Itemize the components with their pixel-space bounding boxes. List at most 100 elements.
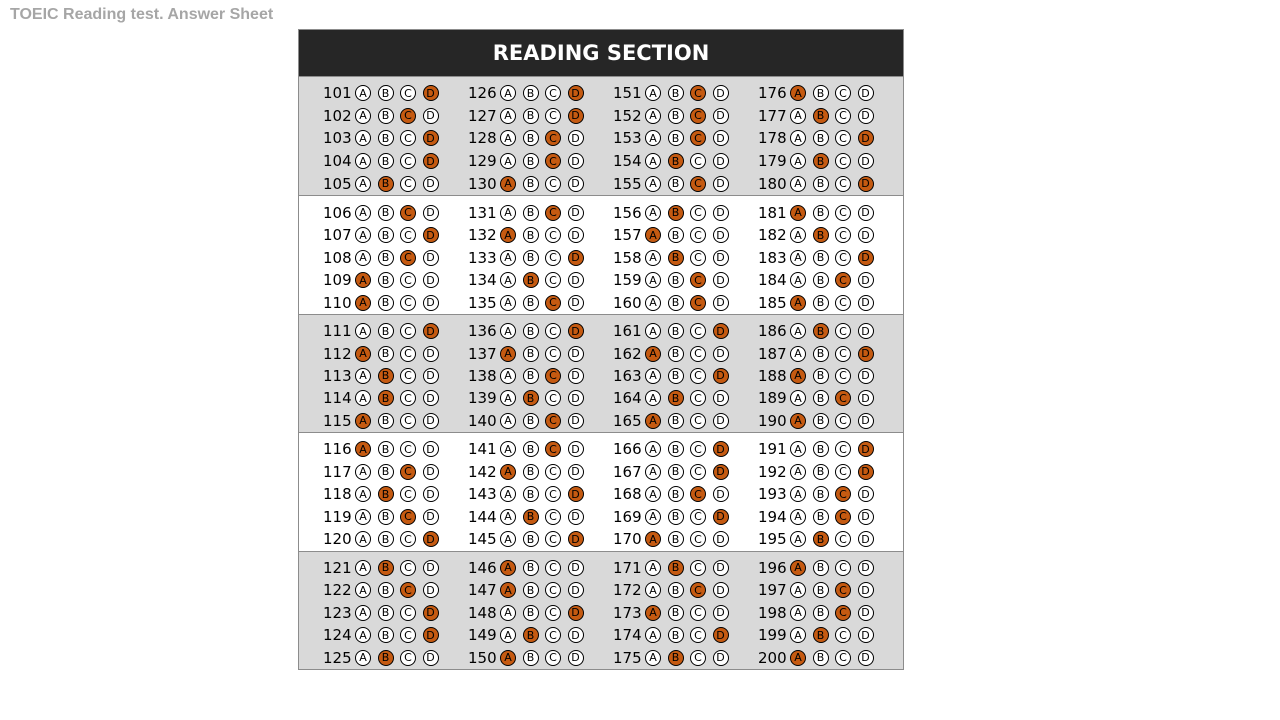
answer-bubble-b[interactable]: B — [522, 508, 539, 525]
answer-bubble-b[interactable]: B — [812, 412, 829, 429]
answer-bubble-d[interactable]: D — [567, 345, 584, 362]
answer-bubble-d[interactable]: D — [422, 582, 439, 599]
answer-bubble-a[interactable]: A — [645, 463, 661, 480]
answer-bubble-b[interactable]: B — [812, 294, 829, 311]
answer-bubble-a[interactable]: A — [500, 486, 516, 503]
answer-bubble-d[interactable]: D — [567, 323, 584, 340]
answer-bubble-c[interactable]: C — [400, 441, 416, 458]
answer-bubble-c[interactable]: C — [835, 130, 851, 147]
answer-bubble-c[interactable]: C — [690, 412, 706, 429]
answer-bubble-d[interactable]: D — [422, 627, 439, 644]
answer-bubble-a[interactable]: A — [500, 153, 516, 170]
answer-bubble-b[interactable]: B — [522, 107, 539, 124]
answer-bubble-b[interactable]: B — [377, 323, 394, 340]
answer-bubble-d[interactable]: D — [567, 227, 584, 244]
answer-bubble-b[interactable]: B — [377, 627, 394, 644]
answer-bubble-c[interactable]: C — [400, 412, 416, 429]
answer-bubble-b[interactable]: B — [667, 323, 684, 340]
answer-bubble-d[interactable]: D — [567, 531, 584, 548]
answer-bubble-b[interactable]: B — [812, 249, 829, 266]
answer-bubble-a[interactable]: A — [355, 390, 371, 407]
answer-bubble-b[interactable]: B — [377, 153, 394, 170]
answer-bubble-c[interactable]: C — [545, 107, 561, 124]
answer-bubble-a[interactable]: A — [355, 130, 371, 147]
answer-bubble-a[interactable]: A — [790, 153, 806, 170]
answer-bubble-b[interactable]: B — [667, 107, 684, 124]
answer-bubble-a[interactable]: A — [790, 107, 806, 124]
answer-bubble-d[interactable]: D — [712, 323, 729, 340]
answer-bubble-b[interactable]: B — [812, 390, 829, 407]
answer-bubble-a[interactable]: A — [790, 294, 806, 311]
answer-bubble-b[interactable]: B — [667, 531, 684, 548]
answer-bubble-b[interactable]: B — [377, 390, 394, 407]
answer-bubble-b[interactable]: B — [667, 204, 684, 221]
answer-bubble-d[interactable]: D — [567, 649, 584, 666]
answer-bubble-b[interactable]: B — [522, 390, 539, 407]
answer-bubble-d[interactable]: D — [712, 272, 729, 289]
answer-bubble-c[interactable]: C — [400, 227, 416, 244]
answer-bubble-b[interactable]: B — [522, 153, 539, 170]
answer-bubble-d[interactable]: D — [857, 486, 874, 503]
answer-bubble-d[interactable]: D — [422, 272, 439, 289]
answer-bubble-c[interactable]: C — [690, 85, 706, 102]
answer-bubble-b[interactable]: B — [667, 294, 684, 311]
answer-bubble-b[interactable]: B — [667, 153, 684, 170]
answer-bubble-d[interactable]: D — [567, 294, 584, 311]
answer-bubble-a[interactable]: A — [790, 559, 806, 576]
answer-bubble-c[interactable]: C — [545, 130, 561, 147]
answer-bubble-d[interactable]: D — [422, 441, 439, 458]
answer-bubble-c[interactable]: C — [545, 627, 561, 644]
answer-bubble-d[interactable]: D — [712, 107, 729, 124]
answer-bubble-c[interactable]: C — [835, 85, 851, 102]
answer-bubble-b[interactable]: B — [812, 531, 829, 548]
answer-bubble-a[interactable]: A — [790, 367, 806, 384]
answer-bubble-a[interactable]: A — [790, 486, 806, 503]
answer-bubble-b[interactable]: B — [667, 412, 684, 429]
answer-bubble-c[interactable]: C — [690, 204, 706, 221]
answer-bubble-c[interactable]: C — [545, 531, 561, 548]
answer-bubble-b[interactable]: B — [522, 175, 539, 192]
answer-bubble-c[interactable]: C — [835, 107, 851, 124]
answer-bubble-c[interactable]: C — [835, 367, 851, 384]
answer-bubble-d[interactable]: D — [422, 227, 439, 244]
answer-bubble-a[interactable]: A — [500, 582, 516, 599]
answer-bubble-c[interactable]: C — [400, 294, 416, 311]
answer-bubble-c[interactable]: C — [400, 249, 416, 266]
answer-bubble-a[interactable]: A — [500, 508, 516, 525]
answer-bubble-a[interactable]: A — [500, 627, 516, 644]
answer-bubble-a[interactable]: A — [500, 345, 516, 362]
answer-bubble-b[interactable]: B — [522, 486, 539, 503]
answer-bubble-c[interactable]: C — [835, 272, 851, 289]
answer-bubble-c[interactable]: C — [690, 559, 706, 576]
answer-bubble-d[interactable]: D — [857, 582, 874, 599]
answer-bubble-d[interactable]: D — [857, 412, 874, 429]
answer-bubble-b[interactable]: B — [522, 441, 539, 458]
answer-bubble-d[interactable]: D — [567, 582, 584, 599]
answer-bubble-a[interactable]: A — [355, 107, 371, 124]
answer-bubble-a[interactable]: A — [645, 323, 661, 340]
answer-bubble-d[interactable]: D — [712, 367, 729, 384]
answer-bubble-a[interactable]: A — [500, 649, 516, 666]
answer-bubble-c[interactable]: C — [400, 559, 416, 576]
answer-bubble-c[interactable]: C — [835, 559, 851, 576]
answer-bubble-c[interactable]: C — [835, 390, 851, 407]
answer-bubble-a[interactable]: A — [355, 323, 371, 340]
answer-bubble-a[interactable]: A — [790, 508, 806, 525]
answer-bubble-b[interactable]: B — [667, 390, 684, 407]
answer-bubble-d[interactable]: D — [857, 627, 874, 644]
answer-bubble-d[interactable]: D — [857, 508, 874, 525]
answer-bubble-a[interactable]: A — [500, 412, 516, 429]
answer-bubble-a[interactable]: A — [500, 227, 516, 244]
answer-bubble-c[interactable]: C — [835, 649, 851, 666]
answer-bubble-a[interactable]: A — [355, 272, 371, 289]
answer-bubble-a[interactable]: A — [645, 227, 661, 244]
answer-bubble-b[interactable]: B — [812, 649, 829, 666]
answer-bubble-b[interactable]: B — [667, 175, 684, 192]
answer-bubble-a[interactable]: A — [790, 130, 806, 147]
answer-bubble-a[interactable]: A — [645, 249, 661, 266]
answer-bubble-b[interactable]: B — [522, 367, 539, 384]
answer-bubble-d[interactable]: D — [857, 204, 874, 221]
answer-bubble-d[interactable]: D — [422, 508, 439, 525]
answer-bubble-c[interactable]: C — [400, 85, 416, 102]
answer-bubble-a[interactable]: A — [355, 85, 371, 102]
